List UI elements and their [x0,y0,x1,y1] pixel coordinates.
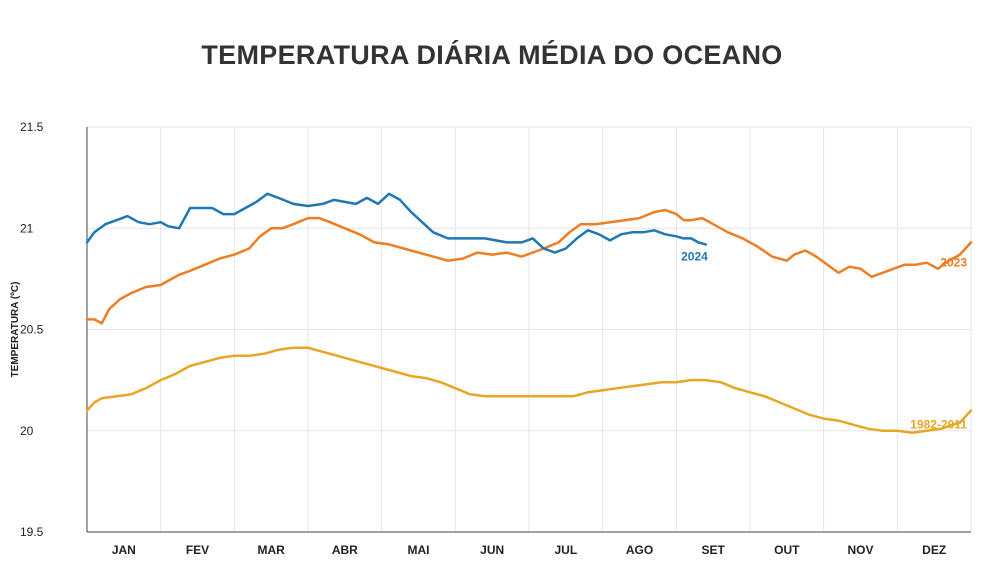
series-line-2024 [85,192,708,254]
y-tick-label: 19.5 [20,525,44,539]
series-lines [85,192,973,435]
series-label-1982-2011: 1982-2011 [910,418,967,432]
x-tick-label: ABR [332,543,358,557]
x-tick-label: AGO [626,543,653,557]
series-label-2023: 2023 [940,255,967,269]
labels: 1982-2011 2023 2024 [681,249,967,431]
x-tick-label: NOV [847,543,873,557]
x-tick-label: FEV [186,543,209,557]
chart-title: TEMPERATURA DIÁRIA MÉDIA DO OCEANO [201,40,783,70]
x-tick-label: JUL [554,543,577,557]
x-tick-label: OUT [774,543,800,557]
axes: 19.5 20 20.5 21 21.5 JAN FEV MAR ABR MAI JUN JUL AGO… [10,120,971,557]
y-tick-label: 20 [20,424,34,438]
grid [86,126,972,533]
y-tick-label: 20.5 [20,323,44,337]
x-tick-label: JUN [480,543,504,557]
x-tick-label: SET [701,543,725,557]
series-line-1982-2011 [85,346,973,435]
x-tick-label: MAI [408,543,430,557]
y-axis-label: TEMPERATURA (ºC) [10,282,21,378]
y-tick-label: 21 [20,221,34,235]
y-tick-label: 21.5 [20,120,44,134]
x-tick-label: DEZ [922,543,946,557]
x-tick-label: MAR [258,543,286,557]
x-tick-label: JAN [112,543,136,557]
series-label-2024: 2024 [681,249,708,263]
